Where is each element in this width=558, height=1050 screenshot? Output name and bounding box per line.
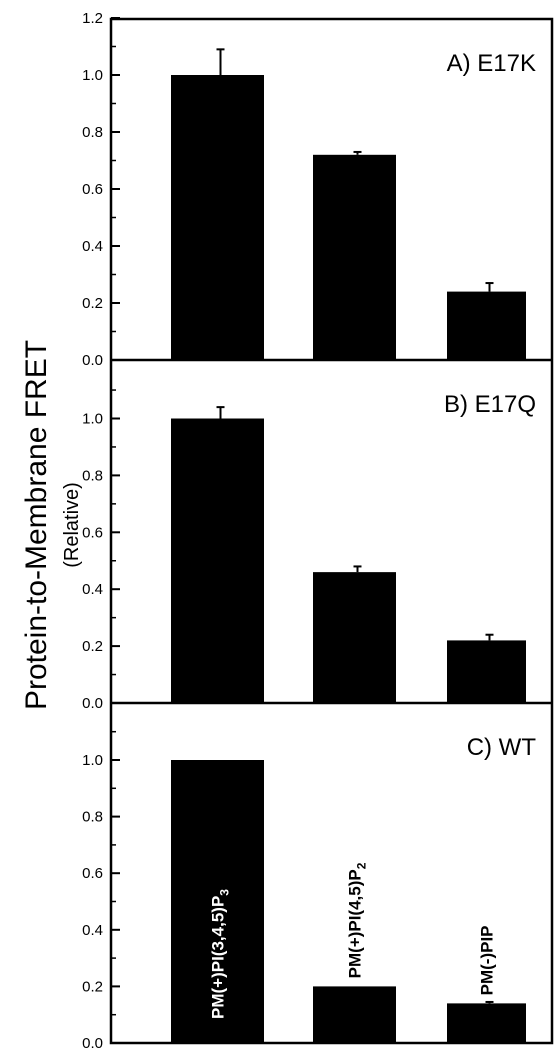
bar [447, 291, 526, 360]
y-tick-label: 0.4 [82, 238, 103, 255]
panel-label: A) E17K [447, 50, 536, 77]
panel-label: C) WT [467, 734, 537, 761]
y-tick-label: 0.0 [82, 695, 103, 712]
y-tick-label: 0.2 [82, 295, 103, 312]
y-axis-title: Protein-to-Membrane FRET (Relative) [20, 340, 83, 710]
y-axis-sublabel: (Relative) [61, 482, 83, 568]
bar [313, 154, 396, 360]
bar [313, 986, 396, 1043]
y-tick-label: 0.4 [82, 922, 103, 939]
y-tick-label: 1.0 [82, 752, 103, 769]
y-tick-label: 0.8 [82, 809, 103, 826]
y-tick-label: 0.4 [82, 581, 103, 598]
bar [171, 75, 264, 360]
bar-category-label: PM(-)PIP [478, 925, 497, 995]
y-tick-label: 0.2 [82, 978, 103, 995]
y-tick-label: 0.0 [82, 352, 103, 369]
bar [171, 760, 264, 1043]
y-tick-label: 1.0 [82, 67, 103, 84]
y-axis-label: Protein-to-Membrane FRET [20, 340, 53, 710]
bar [447, 640, 526, 703]
bar [313, 572, 396, 703]
panel-2: 0.0 0.2 0.4 0.6 0.8 1.0 B) E17Q [82, 389, 536, 712]
y-tick-label: 0.6 [82, 865, 103, 882]
y-tick-label: 1.2 [82, 10, 103, 27]
bar [171, 418, 264, 703]
bar-category-label: PM(+)PI(3,4,5)P3 [209, 889, 232, 1019]
y-tick-label: 0.6 [82, 524, 103, 541]
panel-label: B) E17Q [444, 391, 536, 418]
bar [447, 1003, 526, 1043]
y-tick-label: 0.0 [82, 1035, 103, 1050]
panel-1: 0.0 0.2 0.4 0.6 0.8 1.0 1.2 A) E17K [82, 10, 536, 369]
y-tick-label: 0.8 [82, 467, 103, 484]
y-tick-label: 0.6 [82, 181, 103, 198]
panels: 0.0 0.2 0.4 0.6 0.8 1.0 1.2 A) E17K 0.0 0.2 0.4 0.6… [82, 10, 554, 1050]
panel-3: 0.0 0.2 0.4 0.6 0.8 1.0 C) WT PM(+)PI(3,4,5)P3 P… [82, 730, 537, 1050]
bar-category-label: PM(+)PI(4,5)P2 [346, 862, 369, 978]
y-tick-label: 0.2 [82, 638, 103, 655]
y-tick-label: 1.0 [82, 411, 103, 428]
y-tick-label: 0.8 [82, 124, 103, 141]
